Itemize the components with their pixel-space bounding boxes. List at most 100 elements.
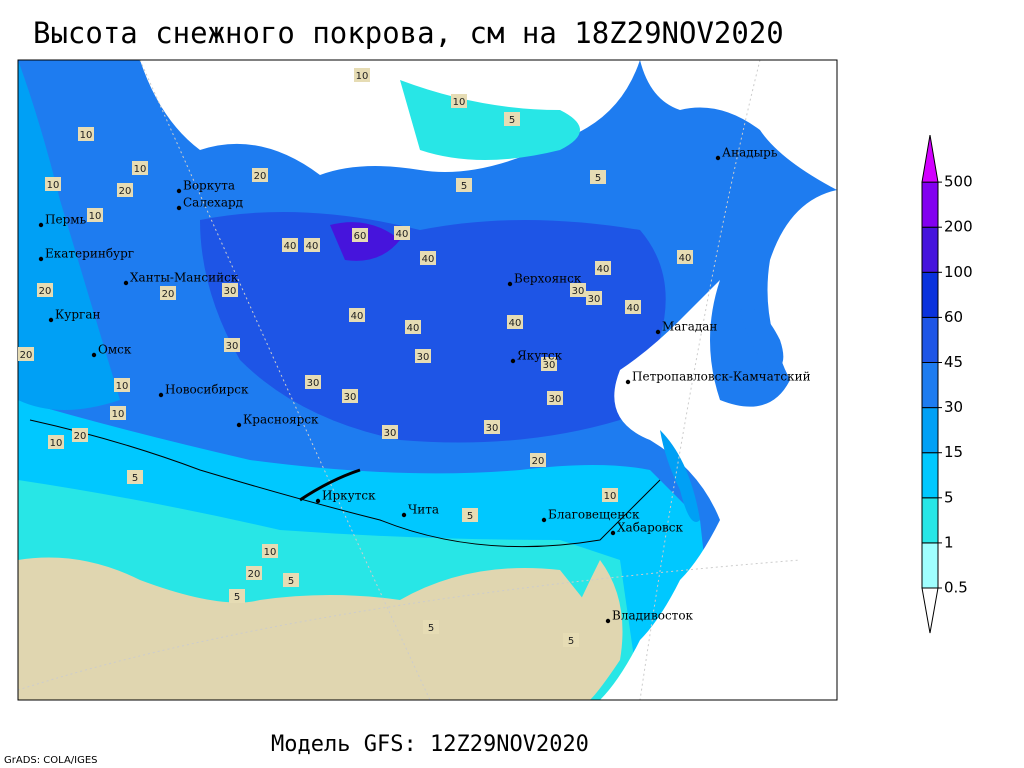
city-dot <box>176 205 182 211</box>
contour-label-box <box>37 283 53 297</box>
contour-label-text: 10 <box>50 438 63 449</box>
contour-label: 20 <box>160 286 176 300</box>
legend-tick-label: 1 <box>944 533 954 551</box>
contour-label-box <box>602 488 618 502</box>
contour-label-text: 10 <box>47 180 60 191</box>
contour-label-text: 20 <box>162 289 175 300</box>
contour-label-box <box>229 589 245 603</box>
contour-label: 30 <box>224 338 240 352</box>
contour-label: 40 <box>394 226 410 240</box>
contour-label: 10 <box>114 378 130 392</box>
legend-swatch <box>921 452 939 499</box>
contour-label-text: 40 <box>407 323 420 334</box>
city-label: Красноярск <box>243 413 319 427</box>
graticule <box>639 60 761 700</box>
contour-label-text: 40 <box>351 311 364 322</box>
footer: Модель GFS: 12Z29NOV2020 <box>271 732 589 757</box>
contour-label: 30 <box>382 425 398 439</box>
contour-label-text: 30 <box>417 352 430 363</box>
contour-label: 20 <box>530 453 546 467</box>
contour-label-box <box>415 349 431 363</box>
contour-label-box <box>45 177 61 191</box>
title: Высота снежного покрова, см на 18Z29NOV2… <box>33 16 784 50</box>
contour-label-text: 10 <box>356 71 369 82</box>
contour-label-box <box>462 508 478 522</box>
contour-label: 10 <box>354 68 370 82</box>
contour-label: 40 <box>420 251 436 265</box>
contour-label-box <box>547 391 563 405</box>
city-label: Чита <box>408 503 439 517</box>
contour-label-text: 20 <box>254 171 267 182</box>
contour-label: 30 <box>570 283 586 297</box>
legend-tick-label: 30 <box>944 398 963 416</box>
contour-label-box <box>87 208 103 222</box>
contour-label: 5 <box>563 633 579 647</box>
contour-labels: 10 10 5 10 5 10 10 20 10 5 20 20 40 40 60 40 40 30 30 40 40 2… <box>18 68 693 647</box>
contour-label-box <box>541 357 557 371</box>
contour-label-text: 10 <box>453 97 466 108</box>
contour-label-text: 30 <box>224 286 237 297</box>
contour-label-text: 5 <box>461 181 467 192</box>
contour-label-box <box>282 238 298 252</box>
contour-label: 40 <box>625 300 641 314</box>
contour-label-text: 20 <box>74 431 87 442</box>
legend-swatch <box>921 226 939 273</box>
contour-label: 5 <box>423 620 439 634</box>
contour-label-text: 30 <box>543 360 556 371</box>
contour-label-text: 20 <box>248 569 261 580</box>
contour-label-box <box>504 112 520 126</box>
credit: GrADS: COLA/IGES <box>4 755 98 766</box>
city-label: Пермь <box>45 213 87 227</box>
graticule <box>18 559 801 691</box>
city-dot <box>605 618 611 624</box>
contour-label-text: 10 <box>604 491 617 502</box>
city-label: Иркутск <box>322 489 376 503</box>
contour-label-box <box>305 375 321 389</box>
contour-label-text: 40 <box>597 264 610 275</box>
contour-label-text: 5 <box>288 576 294 587</box>
contour-label: 5 <box>504 112 520 126</box>
contour-label-text: 5 <box>428 623 434 634</box>
contour-label-box <box>405 320 421 334</box>
contour-label-box <box>342 389 358 403</box>
legend-tick-label: 60 <box>944 308 963 326</box>
contour-label: 10 <box>78 127 94 141</box>
contour-label: 20 <box>18 347 34 361</box>
contour-label-box <box>394 226 410 240</box>
contour-label-box <box>222 283 238 297</box>
city-label: Магадан <box>662 320 717 334</box>
city-label: Петропавловск-Камчатский <box>632 370 811 384</box>
city-dot <box>541 517 547 523</box>
city-dot <box>236 422 242 428</box>
legend-tick-label: 5 <box>944 488 954 506</box>
contour-label: 30 <box>484 420 500 434</box>
legend-tick-label: 15 <box>944 443 963 461</box>
city-dot <box>510 358 516 364</box>
contour-label-box <box>283 573 299 587</box>
contour-label-box <box>451 94 467 108</box>
contour-label-box <box>160 286 176 300</box>
contour-label-box <box>110 406 126 420</box>
contour-label-text: 5 <box>595 173 601 184</box>
city-label: Анадырь <box>722 146 778 160</box>
contour-label-box <box>224 338 240 352</box>
contour-label-text: 40 <box>306 241 319 252</box>
contour-label-box <box>456 178 472 192</box>
contour-label-text: 30 <box>549 394 562 405</box>
city-dot <box>507 281 513 287</box>
contour-label-text: 5 <box>132 473 138 484</box>
contour-label-box <box>382 425 398 439</box>
contour-label-box <box>262 544 278 558</box>
contour-label-text: 10 <box>134 164 147 175</box>
city-label: Благовещенск <box>548 508 640 522</box>
contour-label-text: 5 <box>568 636 574 647</box>
contour-label-box <box>507 315 523 329</box>
contour-label-box <box>114 378 130 392</box>
contour-label-text: 30 <box>572 286 585 297</box>
legend-tick-label: 100 <box>944 263 973 281</box>
contour-label: 5 <box>462 508 478 522</box>
contour-label-text: 60 <box>354 231 367 242</box>
contour-label: 40 <box>595 261 611 275</box>
contour-label-text: 40 <box>679 253 692 264</box>
contour-label-box <box>246 566 262 580</box>
